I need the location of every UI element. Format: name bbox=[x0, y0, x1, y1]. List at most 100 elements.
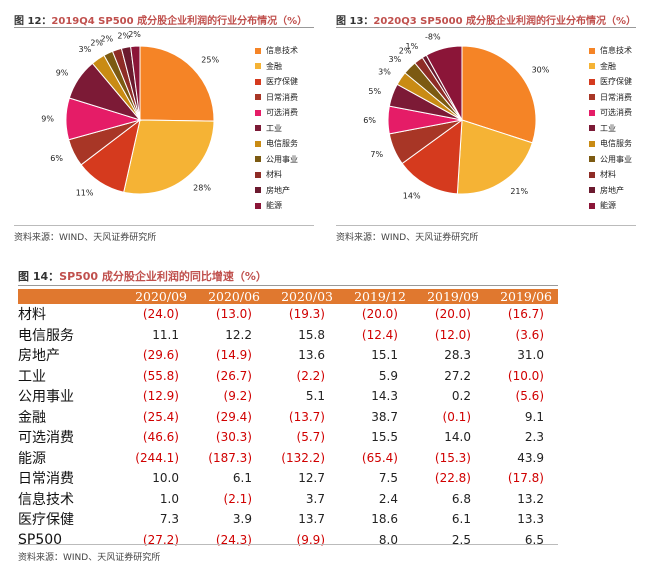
legend-swatch bbox=[255, 202, 261, 209]
legend-label: 能源 bbox=[266, 201, 282, 211]
pie-data-label: 30% bbox=[532, 65, 550, 74]
pie2-plot: 30%21%14%7%6%5%3%3%2%1%-8% bbox=[363, 33, 550, 201]
legend-item: 能源 bbox=[589, 198, 632, 214]
legend-swatch bbox=[589, 140, 595, 147]
row-label: 工业 bbox=[18, 368, 46, 385]
row-label: 能源 bbox=[18, 450, 46, 467]
table-cell: 15.8 bbox=[298, 327, 325, 342]
legend-item: 日常消费 bbox=[255, 90, 298, 106]
table-cell: (19.3) bbox=[288, 307, 325, 322]
pie-slice-信息技术 bbox=[139, 45, 215, 122]
pie-chart-panel-2020q3: 图 13：2020Q3 SP5000 成分股企业利润的行业分布情况（%） 30%… bbox=[330, 0, 653, 248]
table-cell: (244.1) bbox=[135, 450, 179, 465]
pie-slice-能源 bbox=[130, 45, 141, 121]
table-cell: 5.1 bbox=[305, 389, 325, 404]
legend-item: 材料 bbox=[255, 167, 298, 183]
table-cell: (24.3) bbox=[215, 532, 252, 547]
legend-label: 可选消费 bbox=[600, 108, 632, 118]
table-body: 材料 (24.0) (13.0) (19.3) (20.0) (20.0) (16.7) 电信… bbox=[18, 304, 558, 550]
table-cell: 5.9 bbox=[378, 368, 398, 383]
table-header-2020/06: 2020/06 bbox=[193, 289, 266, 304]
legend-label: 工业 bbox=[600, 123, 616, 133]
legend-swatch bbox=[255, 78, 261, 85]
legend-swatch bbox=[589, 47, 595, 54]
legend-swatch bbox=[589, 109, 595, 116]
table-cell: (25.4) bbox=[142, 409, 179, 424]
table-cell: 13.6 bbox=[298, 348, 325, 363]
legend-swatch bbox=[255, 156, 261, 163]
legend-label: 房地产 bbox=[600, 185, 624, 195]
table-cell: 3.7 bbox=[305, 491, 325, 506]
table-cell: 13.2 bbox=[517, 491, 544, 506]
table-cell: 27.2 bbox=[444, 368, 471, 383]
legend-swatch bbox=[589, 63, 595, 70]
pie-data-label: 2% bbox=[117, 32, 130, 41]
row-label: 日常消费 bbox=[18, 471, 74, 488]
table-cell: 13.7 bbox=[298, 512, 325, 527]
table-cell: (15.3) bbox=[434, 450, 471, 465]
legend-label: 材料 bbox=[266, 170, 282, 180]
table-cell: (187.3) bbox=[208, 450, 252, 465]
legend-label: 金融 bbox=[600, 61, 616, 71]
row-label: 信息技术 bbox=[18, 491, 74, 508]
table-cell: (13.7) bbox=[288, 409, 325, 424]
legend-item: 能源 bbox=[255, 198, 298, 214]
table-header-corner bbox=[18, 289, 120, 304]
table-header-row: 2020/09 2020/06 2020/03 2019/12 2019/09 2019/… bbox=[18, 289, 558, 304]
table-cell: 7.5 bbox=[378, 471, 398, 486]
table-header-2019/06: 2019/06 bbox=[485, 289, 558, 304]
legend-label: 信息技术 bbox=[600, 46, 632, 56]
table-cell: (16.7) bbox=[507, 307, 544, 322]
legend-swatch bbox=[589, 156, 595, 163]
table-cell: (30.3) bbox=[215, 430, 252, 445]
legend-swatch bbox=[255, 47, 261, 54]
table-cell: 6.1 bbox=[451, 512, 471, 527]
table-cell: 14.0 bbox=[444, 430, 471, 445]
pie-data-label: 14% bbox=[403, 191, 421, 200]
legend-item: 房地产 bbox=[255, 183, 298, 199]
table-cell: (12.4) bbox=[361, 327, 398, 342]
table-cell: 15.5 bbox=[371, 430, 398, 445]
pie-data-label: 6% bbox=[363, 116, 376, 125]
table-cell: 9.1 bbox=[524, 409, 544, 424]
pie-data-label: 9% bbox=[41, 115, 54, 124]
table-cell: 1.0 bbox=[159, 491, 179, 506]
table-cell: 0.2 bbox=[451, 389, 471, 404]
table-cell: 8.0 bbox=[378, 532, 398, 547]
pie2-source-rule bbox=[336, 225, 636, 226]
table-title-rule bbox=[18, 285, 558, 286]
legend-label: 金融 bbox=[266, 61, 282, 71]
row-label: 材料 bbox=[18, 307, 46, 324]
pie-data-label: 2% bbox=[100, 34, 113, 43]
table-row: 工业 (55.8) (26.7) (2.2) 5.9 27.2 (10.0) bbox=[18, 366, 558, 387]
pie-data-label: 11% bbox=[76, 188, 94, 197]
legend-item: 金融 bbox=[255, 59, 298, 75]
table-cell: 43.9 bbox=[517, 450, 544, 465]
growth-table: 2020/09 2020/06 2020/03 2019/12 2019/09 2019/… bbox=[18, 289, 558, 550]
table-cell: 6.5 bbox=[524, 532, 544, 547]
pie1-title: 图 12：2019Q4 SP500 成分股企业利润的行业分布情况（%） bbox=[14, 12, 307, 27]
legend-label: 日常消费 bbox=[600, 92, 632, 102]
pie2-legend: 信息技术 金融 医疗保健 日常消费 可选消费 工业 电信服务 公用事业 材料 房地产 能源 bbox=[589, 43, 632, 214]
pie-data-label: 3% bbox=[388, 55, 401, 64]
table-row: 可选消费 (46.6) (30.3) (5.7) 15.5 14.0 2.3 bbox=[18, 427, 558, 448]
table-header-2020/09: 2020/09 bbox=[120, 289, 193, 304]
pie-slice-医疗保健 bbox=[401, 118, 463, 195]
legend-item: 医疗保健 bbox=[255, 74, 298, 90]
pie-slice-能源 bbox=[425, 45, 463, 121]
table-row: 日常消费 10.0 6.1 12.7 7.5 (22.8) (17.8) bbox=[18, 468, 558, 489]
table-cell: (14.9) bbox=[215, 348, 252, 363]
pie-slice-信息技术 bbox=[461, 45, 537, 144]
table-cell: (20.0) bbox=[361, 307, 398, 322]
pie-data-label: 6% bbox=[50, 154, 63, 163]
table-cell: 15.1 bbox=[371, 348, 398, 363]
table-figure-label: 图 14： bbox=[18, 270, 60, 283]
table-cell: (10.0) bbox=[507, 368, 544, 383]
pie-data-label: 9% bbox=[56, 68, 69, 77]
table-cell: 7.3 bbox=[159, 512, 179, 527]
legend-swatch bbox=[589, 125, 595, 132]
table-cell: 12.2 bbox=[225, 327, 252, 342]
legend-label: 公用事业 bbox=[600, 154, 632, 164]
pie2-source: 资料来源：WIND、天风证券研究所 bbox=[336, 233, 479, 243]
legend-swatch bbox=[255, 63, 261, 70]
